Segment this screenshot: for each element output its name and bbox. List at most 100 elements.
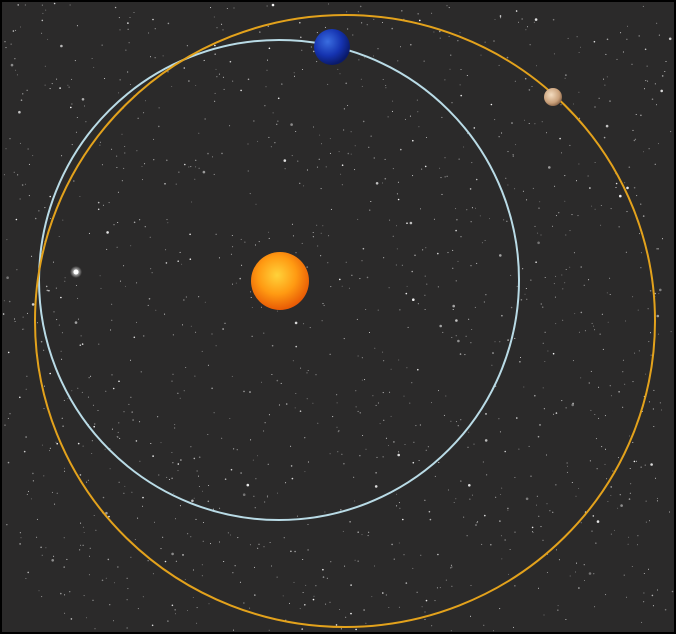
star <box>589 383 590 384</box>
star <box>607 292 608 293</box>
star <box>603 79 604 80</box>
star <box>640 267 641 268</box>
star <box>485 413 487 415</box>
star <box>510 549 511 550</box>
star <box>290 123 293 126</box>
star <box>136 322 137 323</box>
star <box>64 613 65 614</box>
star <box>567 472 568 473</box>
star <box>317 32 318 33</box>
star <box>173 493 174 494</box>
star <box>232 81 233 82</box>
star <box>180 459 182 461</box>
star <box>634 461 636 463</box>
star <box>397 454 400 457</box>
star <box>158 475 159 476</box>
star <box>29 164 30 165</box>
star <box>460 480 462 482</box>
star <box>127 578 128 579</box>
star <box>659 35 660 36</box>
star <box>139 461 140 462</box>
star <box>269 48 271 50</box>
star <box>28 149 29 150</box>
star <box>382 592 384 594</box>
star <box>138 118 139 119</box>
star <box>553 19 555 21</box>
star <box>130 557 131 558</box>
star <box>535 261 537 263</box>
star <box>10 413 11 414</box>
star <box>32 155 33 156</box>
star <box>647 81 648 82</box>
star <box>428 446 429 447</box>
star <box>591 206 592 207</box>
star <box>98 209 100 211</box>
star <box>435 600 436 601</box>
star <box>464 354 465 355</box>
star <box>578 215 579 216</box>
star <box>70 107 72 109</box>
star <box>515 532 516 533</box>
star <box>495 341 496 342</box>
star <box>351 154 352 155</box>
star <box>505 540 506 541</box>
star <box>489 218 490 219</box>
star <box>424 500 425 501</box>
star <box>362 380 363 381</box>
star <box>375 472 377 474</box>
star <box>257 141 258 142</box>
star <box>426 600 428 602</box>
star <box>481 544 482 545</box>
star <box>406 582 408 584</box>
star <box>392 111 393 112</box>
star <box>591 371 592 372</box>
star <box>471 265 472 266</box>
star <box>513 154 514 155</box>
star <box>614 530 615 531</box>
star <box>433 32 434 33</box>
star <box>117 247 118 248</box>
star <box>90 376 91 377</box>
star <box>456 280 457 281</box>
star <box>222 328 224 330</box>
star <box>64 594 65 595</box>
star <box>356 406 357 407</box>
star <box>165 561 167 563</box>
star <box>514 338 515 339</box>
star <box>29 195 30 196</box>
star <box>584 285 585 286</box>
star <box>166 262 168 264</box>
star <box>619 226 620 227</box>
star <box>476 263 477 264</box>
star <box>243 493 246 496</box>
star <box>330 153 331 154</box>
star <box>211 388 213 390</box>
star <box>202 564 203 565</box>
star <box>451 630 452 631</box>
star <box>62 332 63 333</box>
star <box>267 495 268 496</box>
star <box>41 596 42 597</box>
star <box>461 69 462 70</box>
star <box>649 401 650 402</box>
star <box>110 330 111 331</box>
star <box>526 288 527 289</box>
star <box>653 390 654 391</box>
orbit-diagram <box>0 0 676 634</box>
star <box>119 482 120 483</box>
star <box>410 116 411 117</box>
star <box>98 202 100 204</box>
star <box>236 283 237 284</box>
star <box>150 56 151 57</box>
star <box>389 287 390 288</box>
star <box>412 140 414 142</box>
star <box>323 303 324 304</box>
star <box>302 243 303 244</box>
star <box>40 547 42 549</box>
star <box>358 11 359 12</box>
star <box>522 268 523 269</box>
star <box>69 87 70 88</box>
star <box>104 78 105 79</box>
star <box>89 233 90 234</box>
star <box>529 89 531 91</box>
